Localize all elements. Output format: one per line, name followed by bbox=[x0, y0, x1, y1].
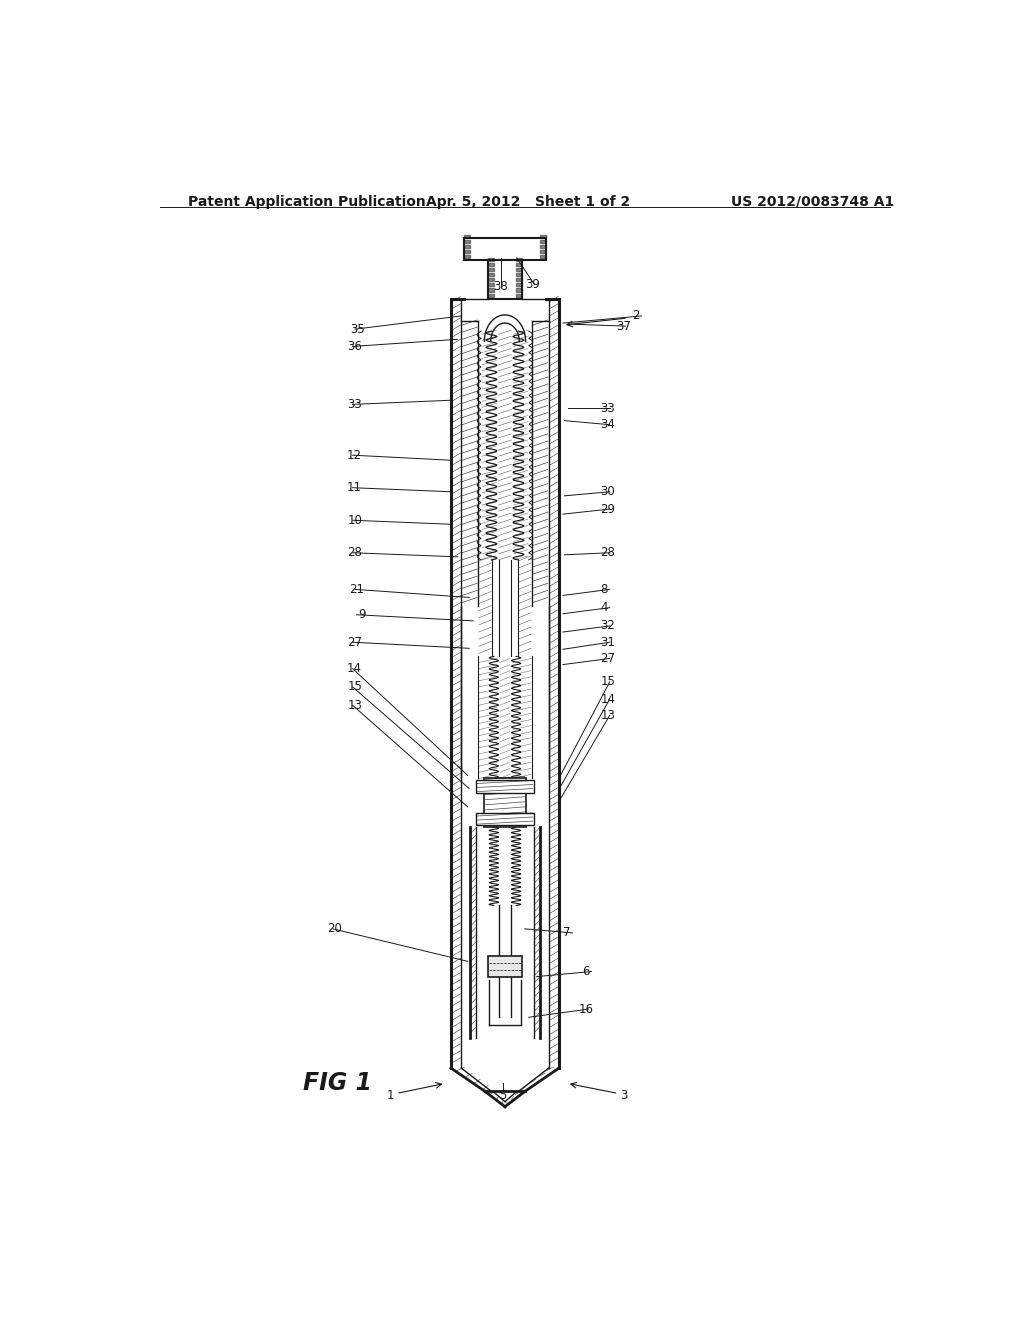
Text: 27: 27 bbox=[347, 636, 362, 648]
Text: 6: 6 bbox=[582, 965, 590, 978]
Bar bbox=[476, 813, 534, 825]
Text: FIG 1: FIG 1 bbox=[303, 1072, 372, 1096]
Text: 27: 27 bbox=[600, 652, 615, 665]
Text: 9: 9 bbox=[358, 609, 367, 622]
Text: 11: 11 bbox=[347, 482, 362, 494]
Text: 14: 14 bbox=[600, 693, 615, 706]
Text: 7: 7 bbox=[563, 927, 570, 940]
Text: 28: 28 bbox=[347, 546, 362, 560]
Text: 28: 28 bbox=[600, 546, 615, 560]
Text: 13: 13 bbox=[347, 698, 362, 711]
Bar bbox=[476, 780, 534, 792]
Text: 12: 12 bbox=[347, 449, 362, 462]
Text: 31: 31 bbox=[600, 636, 615, 648]
Text: 36: 36 bbox=[347, 341, 362, 352]
Text: 1: 1 bbox=[386, 1089, 394, 1102]
Bar bbox=[487, 956, 522, 977]
Text: 4: 4 bbox=[600, 601, 607, 614]
Text: 10: 10 bbox=[347, 513, 362, 527]
Text: Patent Application Publication: Patent Application Publication bbox=[187, 195, 425, 209]
Text: 20: 20 bbox=[328, 923, 342, 936]
Bar bbox=[484, 779, 525, 828]
Text: 39: 39 bbox=[524, 279, 540, 290]
Text: 37: 37 bbox=[616, 319, 631, 333]
Text: Apr. 5, 2012   Sheet 1 of 2: Apr. 5, 2012 Sheet 1 of 2 bbox=[426, 195, 630, 209]
Text: 8: 8 bbox=[600, 583, 607, 595]
Text: 15: 15 bbox=[347, 680, 362, 693]
Bar bbox=[464, 238, 546, 260]
Text: US 2012/0083748 A1: US 2012/0083748 A1 bbox=[731, 195, 894, 209]
Text: 29: 29 bbox=[600, 503, 615, 516]
Text: 14: 14 bbox=[347, 663, 362, 675]
Text: 5: 5 bbox=[499, 1089, 506, 1102]
Text: 15: 15 bbox=[600, 676, 615, 688]
Text: 3: 3 bbox=[620, 1089, 628, 1102]
Text: 21: 21 bbox=[349, 583, 365, 595]
Text: 34: 34 bbox=[600, 418, 615, 432]
Text: 16: 16 bbox=[579, 1003, 594, 1015]
Text: 33: 33 bbox=[347, 397, 362, 411]
Text: 30: 30 bbox=[600, 486, 615, 498]
Text: 38: 38 bbox=[494, 280, 508, 293]
Text: 2: 2 bbox=[632, 309, 639, 322]
Text: 13: 13 bbox=[600, 709, 615, 722]
Text: 33: 33 bbox=[600, 401, 615, 414]
Text: 35: 35 bbox=[350, 322, 365, 335]
Bar bbox=[487, 260, 522, 298]
Text: 32: 32 bbox=[600, 619, 615, 632]
